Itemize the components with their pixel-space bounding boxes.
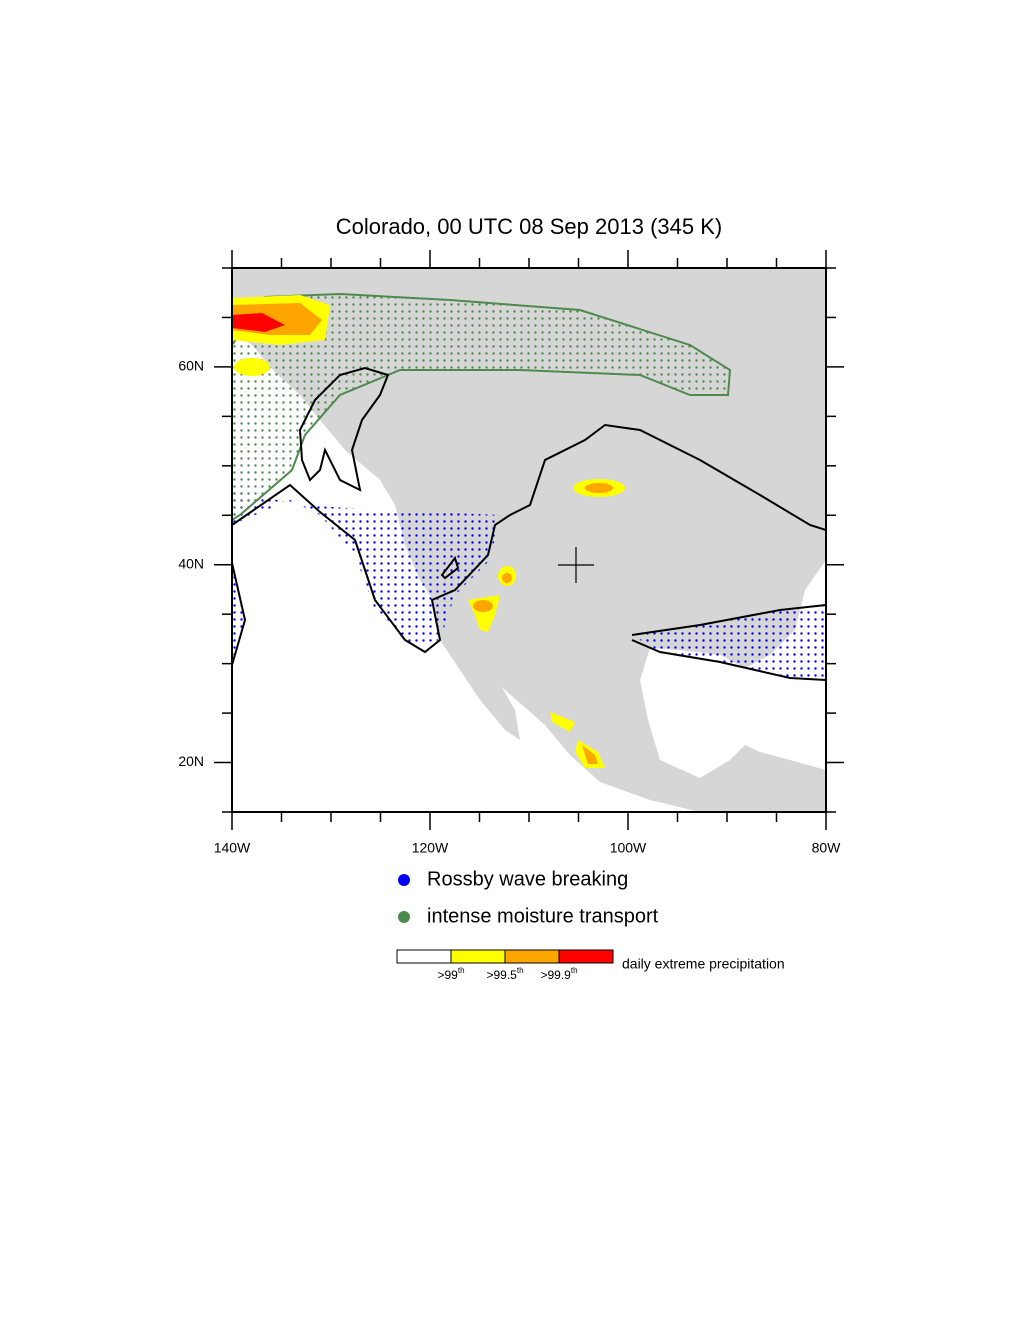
colorbar-box (504, 949, 560, 964)
colorbar-title: daily extreme precipitation (622, 956, 785, 972)
y-tick-label: 60N (178, 358, 204, 374)
rwb-region (632, 605, 826, 680)
precip-99-9 (232, 313, 285, 332)
x-tick-label: 140W (214, 840, 251, 856)
colorbar-label-sup: th (517, 966, 524, 975)
colorbar-label-text: >99 (437, 968, 458, 982)
y-tick-label: 20N (178, 753, 204, 769)
map-area (232, 268, 826, 812)
precip-99-5 (582, 745, 598, 764)
precip-99-5 (502, 573, 512, 583)
rwb-region (232, 565, 245, 665)
colorbar-box (450, 949, 506, 964)
x-tick-label: 80W (812, 840, 842, 856)
legend: Rossby wave breaking intense moisture tra… (396, 868, 785, 982)
legend-label: Rossby wave breaking (427, 868, 628, 890)
imt-region (232, 292, 732, 522)
pv-contour (440, 555, 460, 580)
map-title: Colorado, 00 UTC 08 Sep 2013 (345 K) (336, 214, 722, 239)
y-tick-label: 40N (178, 555, 204, 571)
x-tick-label: 120W (412, 840, 449, 856)
legend-marker (398, 911, 410, 923)
colorbar-box (396, 949, 452, 964)
pv-contour (298, 366, 390, 492)
center-cross (558, 547, 594, 583)
land (232, 268, 826, 812)
legend-label: intense moisture transport (427, 905, 659, 927)
axes: 140W 120W 100W 80W 20N 40N 60N (178, 250, 844, 856)
precip-99 (550, 712, 575, 732)
pv-contour (232, 562, 247, 666)
colorbar-label: >99th (437, 966, 464, 982)
colorbar-label-sup: th (458, 966, 465, 975)
x-tick-label: 100W (610, 840, 647, 856)
precip-99 (234, 358, 270, 376)
colorbar-label: >99.9th (540, 966, 577, 982)
colorbar-label: >99.5th (486, 966, 523, 982)
baja (432, 600, 520, 740)
colorbar-box (558, 949, 614, 964)
colorbar-label-text: >99.9 (540, 968, 571, 982)
legend-marker (398, 874, 410, 886)
precip-99-5 (585, 483, 613, 493)
colorbar-label-sup: th (571, 966, 578, 975)
pv-contour (232, 423, 826, 654)
precip-99-5 (473, 600, 493, 612)
colorbar-label-text: >99.5 (486, 968, 517, 982)
pv-contour (631, 604, 826, 681)
